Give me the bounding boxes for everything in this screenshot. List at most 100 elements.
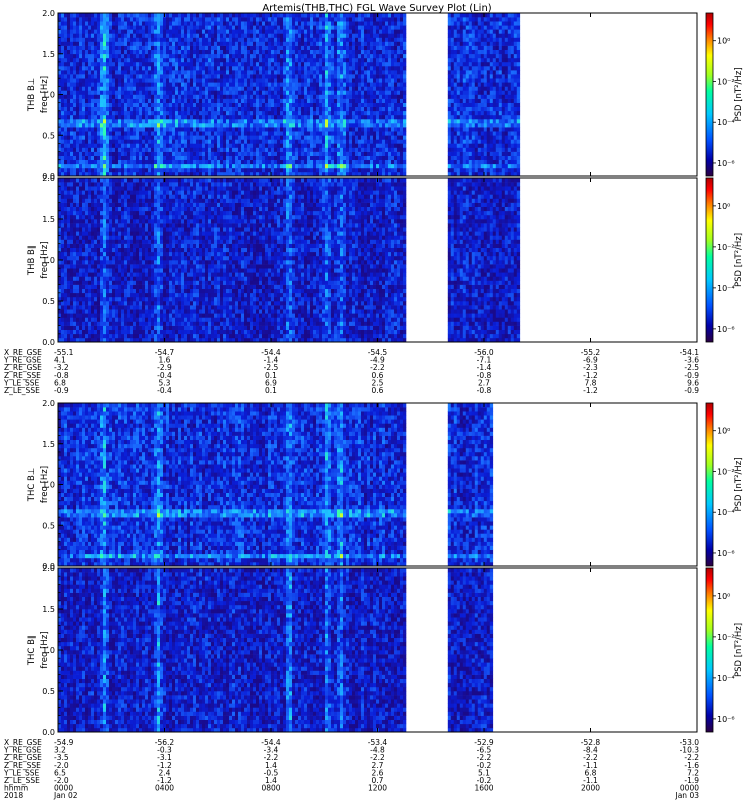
spectrogram-cell xyxy=(97,58,100,62)
spectrogram-cell xyxy=(325,33,328,37)
spectrogram-cell xyxy=(265,111,268,115)
spectrogram-cell xyxy=(316,74,319,78)
spectrogram-cell xyxy=(205,50,208,54)
spectrogram-cell xyxy=(205,42,208,46)
spectrogram-cell xyxy=(283,99,286,103)
spectrogram-cell xyxy=(106,123,109,127)
spectrogram-cell xyxy=(295,103,298,107)
spectrogram-cell xyxy=(187,78,190,82)
spectrogram-cell xyxy=(322,66,325,70)
spectrogram-cell xyxy=(157,115,160,119)
spectrogram-cell xyxy=(82,135,85,139)
spectrogram-cell xyxy=(376,164,379,168)
spectrogram-cell xyxy=(403,103,406,107)
spectrogram-cell xyxy=(151,62,154,66)
spectrogram-cell xyxy=(94,37,97,41)
spectrogram-cell xyxy=(346,99,349,103)
spectrogram-cell xyxy=(253,54,256,58)
spectrogram-cell xyxy=(175,99,178,103)
spectrogram-cell xyxy=(457,29,460,33)
spectrogram-cell xyxy=(229,58,232,62)
spectrogram-cell xyxy=(274,111,277,115)
spectrogram-cell xyxy=(64,82,67,86)
spectrogram-cell xyxy=(346,29,349,33)
spectrogram-cell xyxy=(73,58,76,62)
spectrogram-cell xyxy=(469,143,472,147)
spectrogram-cell xyxy=(340,103,343,107)
spectrogram-cell xyxy=(160,160,163,164)
spectrogram-cell xyxy=(334,164,337,168)
spectrogram-cell xyxy=(214,119,217,123)
spectrogram-cell xyxy=(100,139,103,143)
spectrogram-cell xyxy=(352,111,355,115)
spectrogram-cell xyxy=(262,115,265,119)
spectrogram-cell xyxy=(136,66,139,70)
spectrogram-cell xyxy=(310,131,313,135)
spectrogram-cell xyxy=(283,131,286,135)
spectrogram-cell xyxy=(97,29,100,33)
spectrogram-cell xyxy=(64,103,67,107)
spectrogram-cell xyxy=(271,115,274,119)
spectrogram-cell xyxy=(109,78,112,82)
spectrogram-cell xyxy=(154,152,157,156)
spectrogram-cell xyxy=(379,160,382,164)
spectrogram-cell xyxy=(133,62,136,66)
spectrogram-cell xyxy=(232,66,235,70)
spectrogram-cell xyxy=(451,70,454,74)
spectrogram-cell xyxy=(175,74,178,78)
spectrogram-cell xyxy=(205,127,208,131)
spectrogram-cell xyxy=(370,66,373,70)
spectrogram-cell xyxy=(259,54,262,58)
spectrogram-cell xyxy=(283,50,286,54)
spectrogram-cell xyxy=(343,135,346,139)
spectrogram-cell xyxy=(280,33,283,37)
spectrogram-cell xyxy=(79,115,82,119)
spectrogram-cell xyxy=(88,107,91,111)
spectrogram-cell xyxy=(337,103,340,107)
spectrogram-cell xyxy=(451,95,454,99)
spectrogram-cell xyxy=(151,82,154,86)
spectrogram-cell xyxy=(145,103,148,107)
spectrogram-cell xyxy=(364,99,367,103)
spectrogram-cell xyxy=(352,123,355,127)
spectrogram-cell xyxy=(292,50,295,54)
spectrogram-cell xyxy=(190,50,193,54)
spectrogram-cell xyxy=(154,58,157,62)
spectrogram-cell xyxy=(121,62,124,66)
spectrogram-cell xyxy=(292,21,295,25)
spectrogram-cell xyxy=(199,127,202,131)
spectrogram-cell xyxy=(319,119,322,123)
spectrogram-cell xyxy=(187,29,190,33)
spectrogram-cell xyxy=(61,42,64,46)
spectrogram-cell xyxy=(223,13,226,17)
spectrogram-cell xyxy=(133,135,136,139)
spectrogram-cell xyxy=(145,127,148,131)
spectrogram-cell xyxy=(118,143,121,147)
spectrogram-cell xyxy=(397,143,400,147)
spectrogram-cell xyxy=(301,148,304,152)
spectrogram-cell xyxy=(367,168,370,172)
spectrogram-cell xyxy=(178,42,181,46)
spectrogram-cell xyxy=(388,131,391,135)
spectrogram-cell xyxy=(214,17,217,21)
spectrogram-cell xyxy=(370,95,373,99)
spectrogram-cell xyxy=(109,95,112,99)
spectrogram-cell xyxy=(274,78,277,82)
spectrogram-cell xyxy=(136,127,139,131)
spectrogram-cell xyxy=(376,66,379,70)
spectrogram-cell xyxy=(211,152,214,156)
spectrogram-cell xyxy=(202,164,205,168)
spectrogram-cell xyxy=(199,99,202,103)
spectrogram-cell xyxy=(388,103,391,107)
spectrogram-cell xyxy=(322,54,325,58)
spectrogram-cell xyxy=(130,152,133,156)
spectrogram-cell xyxy=(343,54,346,58)
spectrogram-cell xyxy=(268,139,271,143)
spectrogram-cell xyxy=(214,58,217,62)
spectrogram-cell xyxy=(238,148,241,152)
spectrogram-cell xyxy=(325,62,328,66)
spectrogram-cell xyxy=(169,62,172,66)
spectrogram-cell xyxy=(313,33,316,37)
spectrogram-cell xyxy=(94,90,97,94)
spectrogram-cell xyxy=(82,17,85,21)
